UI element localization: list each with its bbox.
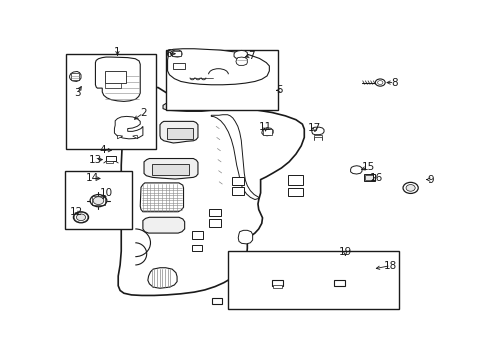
Text: 19: 19 [339, 247, 352, 257]
Text: 6: 6 [165, 49, 172, 59]
Bar [365, 175, 373, 180]
Polygon shape [70, 72, 81, 81]
Circle shape [104, 176, 109, 180]
Bar [288, 175, 303, 185]
Polygon shape [133, 135, 138, 139]
Bar [192, 231, 202, 239]
Text: 12: 12 [70, 207, 83, 217]
Circle shape [248, 278, 258, 285]
Text: 16: 16 [370, 174, 383, 184]
Circle shape [251, 280, 256, 284]
Bar [364, 174, 375, 181]
Circle shape [239, 296, 248, 303]
Circle shape [93, 197, 104, 204]
Polygon shape [118, 135, 123, 139]
Bar [212, 298, 222, 304]
Bar [273, 285, 282, 288]
Bar [93, 196, 104, 205]
Bar [288, 188, 303, 196]
Bar [209, 209, 220, 216]
Polygon shape [234, 50, 247, 59]
Bar [232, 177, 244, 185]
Bar [192, 245, 202, 251]
Text: 14: 14 [86, 174, 99, 184]
Circle shape [313, 278, 318, 281]
Bar [71, 73, 79, 80]
Polygon shape [211, 115, 259, 199]
Polygon shape [115, 116, 143, 139]
Polygon shape [160, 121, 198, 143]
Bar [167, 128, 193, 139]
Bar [66, 54, 156, 149]
Circle shape [403, 183, 418, 193]
Text: 18: 18 [384, 261, 397, 270]
Bar [232, 187, 244, 195]
Circle shape [102, 175, 112, 182]
Text: 7: 7 [248, 51, 254, 61]
Polygon shape [163, 103, 215, 111]
Polygon shape [148, 268, 177, 288]
Bar [166, 50, 278, 110]
Text: 8: 8 [392, 77, 398, 87]
Polygon shape [168, 49, 270, 85]
Circle shape [406, 185, 415, 191]
Bar [106, 156, 116, 161]
Polygon shape [96, 57, 140, 102]
Bar [65, 171, 131, 229]
Circle shape [378, 81, 383, 85]
Text: 9: 9 [427, 175, 434, 185]
Polygon shape [171, 50, 182, 57]
Bar [334, 280, 345, 286]
Circle shape [90, 194, 107, 207]
Bar [106, 161, 113, 163]
Circle shape [311, 276, 320, 283]
Polygon shape [236, 57, 247, 66]
Text: 1: 1 [114, 47, 121, 57]
Text: 15: 15 [362, 162, 375, 172]
Polygon shape [351, 166, 362, 174]
Polygon shape [118, 87, 304, 296]
Polygon shape [312, 127, 324, 135]
Polygon shape [238, 230, 253, 244]
Polygon shape [262, 128, 273, 136]
Text: 13: 13 [89, 155, 102, 165]
Text: 11: 11 [259, 122, 272, 132]
Text: 10: 10 [99, 188, 113, 198]
Bar [209, 219, 220, 227]
Bar [314, 135, 322, 138]
Bar [105, 83, 121, 88]
Circle shape [76, 214, 86, 221]
Text: 17: 17 [308, 123, 321, 133]
Text: 2: 2 [140, 108, 147, 118]
Polygon shape [144, 158, 198, 179]
Text: 5: 5 [277, 85, 283, 95]
Bar [173, 63, 185, 69]
Bar [105, 72, 126, 82]
Polygon shape [143, 217, 185, 233]
Bar [228, 251, 399, 309]
Text: 3: 3 [74, 88, 80, 98]
Bar [151, 163, 189, 175]
Text: 4: 4 [99, 145, 105, 155]
Circle shape [74, 212, 89, 223]
Circle shape [375, 79, 385, 86]
Bar [263, 129, 271, 135]
Bar [172, 51, 181, 56]
Circle shape [241, 298, 246, 302]
Bar [271, 280, 283, 286]
Polygon shape [140, 183, 184, 212]
